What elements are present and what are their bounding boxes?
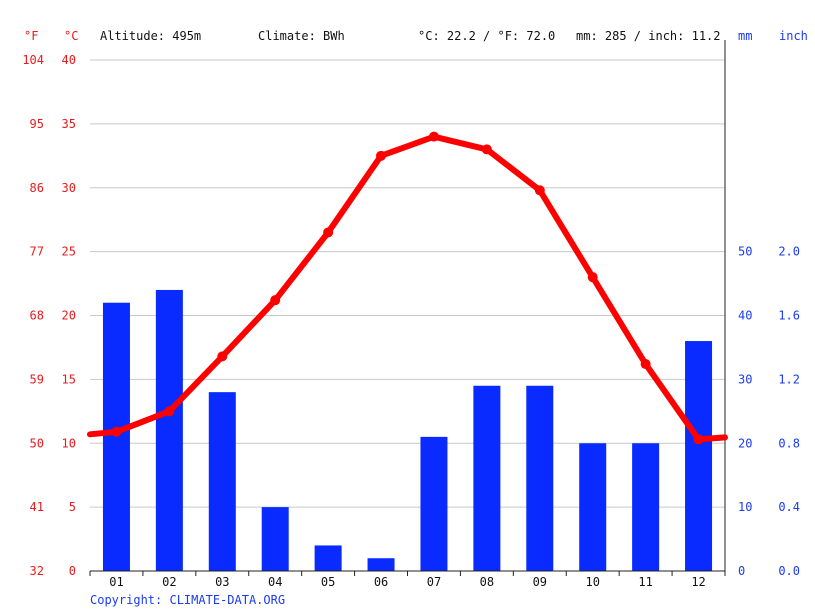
mm-tick-label: 50 <box>738 245 752 259</box>
copyright-link[interactable]: Copyright: CLIMATE-DATA.ORG <box>90 593 285 607</box>
month-label: 04 <box>268 575 282 589</box>
precipitation-bar <box>208 392 236 571</box>
precipitation-bar <box>526 385 554 571</box>
precipitation-bar <box>155 289 183 571</box>
axes <box>89 40 726 576</box>
inch-tick-label: 0.0 <box>778 564 800 578</box>
fahrenheit-tick-label: 41 <box>30 500 44 514</box>
temperature-point <box>270 295 281 306</box>
precipitation-bar <box>102 302 130 571</box>
precipitation-bar <box>420 436 448 571</box>
fahrenheit-tick-label: 50 <box>30 436 44 450</box>
temperature-point <box>481 144 492 155</box>
mm-unit-label: mm <box>738 29 752 43</box>
annual-precipitation-label: mm: 285 / inch: 11.2 <box>576 29 721 43</box>
inch-tick-label: 2.0 <box>778 245 800 259</box>
inch-tick-label: 0.4 <box>778 500 800 514</box>
average-temperature-label: °C: 22.2 / °F: 72.0 <box>418 29 555 43</box>
temperature-point <box>376 150 387 161</box>
fahrenheit-tick-label: 68 <box>30 309 44 323</box>
mm-tick-label: 20 <box>738 436 752 450</box>
month-label: 03 <box>215 575 229 589</box>
celsius-tick-label: 25 <box>62 245 76 259</box>
fahrenheit-tick-label: 86 <box>30 181 44 195</box>
temperature-point <box>323 227 334 238</box>
fahrenheit-tick-label: 32 <box>30 564 44 578</box>
celsius-unit-label: °C <box>64 29 78 43</box>
precipitation-bar <box>314 545 342 571</box>
month-label: 09 <box>533 575 547 589</box>
temperature-point <box>111 426 122 437</box>
mm-tick-label: 10 <box>738 500 752 514</box>
month-label: 12 <box>691 575 705 589</box>
temperature-point <box>587 272 598 283</box>
gridlines <box>90 59 725 508</box>
temperature-point <box>428 131 439 142</box>
temperature-point <box>164 406 175 417</box>
precipitation-bar <box>632 443 660 571</box>
temperature-point <box>640 359 651 370</box>
temperature-point <box>534 185 545 196</box>
climate-label: Climate: BWh <box>258 29 345 43</box>
precipitation-bar <box>685 341 713 571</box>
precipitation-bar <box>261 507 289 571</box>
temperature-line <box>87 131 728 445</box>
temperature-point <box>693 434 704 445</box>
temperature-point <box>217 351 228 362</box>
temperature-series-line <box>87 133 728 443</box>
altitude-label: Altitude: 495m <box>100 29 201 43</box>
month-label: 07 <box>427 575 441 589</box>
month-label: 10 <box>585 575 599 589</box>
celsius-tick-label: 40 <box>62 53 76 67</box>
month-label: 05 <box>321 575 335 589</box>
fahrenheit-tick-label: 77 <box>30 245 44 259</box>
precipitation-bar <box>367 558 395 571</box>
inch-tick-label: 0.8 <box>778 436 800 450</box>
celsius-tick-label: 35 <box>62 117 76 131</box>
mm-tick-label: 40 <box>738 309 752 323</box>
month-label: 01 <box>109 575 123 589</box>
month-label: 06 <box>374 575 388 589</box>
inch-tick-label: 1.6 <box>778 309 800 323</box>
fahrenheit-unit-label: °F <box>24 29 38 43</box>
celsius-tick-label: 10 <box>62 436 76 450</box>
mm-tick-label: 0 <box>738 564 745 578</box>
mm-tick-label: 30 <box>738 372 752 386</box>
inch-tick-label: 1.2 <box>778 372 800 386</box>
precipitation-bars <box>102 289 713 571</box>
celsius-tick-label: 0 <box>69 564 76 578</box>
fahrenheit-tick-label: 95 <box>30 117 44 131</box>
celsius-tick-label: 30 <box>62 181 76 195</box>
celsius-tick-label: 5 <box>69 500 76 514</box>
inch-unit-label: inch <box>779 29 808 43</box>
celsius-tick-label: 20 <box>62 309 76 323</box>
month-label: 11 <box>638 575 652 589</box>
fahrenheit-tick-label: 104 <box>22 53 44 67</box>
precipitation-bar <box>579 443 607 571</box>
precipitation-bar <box>473 385 501 571</box>
celsius-tick-label: 15 <box>62 372 76 386</box>
fahrenheit-tick-label: 59 <box>30 372 44 386</box>
month-label: 08 <box>480 575 494 589</box>
month-label: 02 <box>162 575 176 589</box>
